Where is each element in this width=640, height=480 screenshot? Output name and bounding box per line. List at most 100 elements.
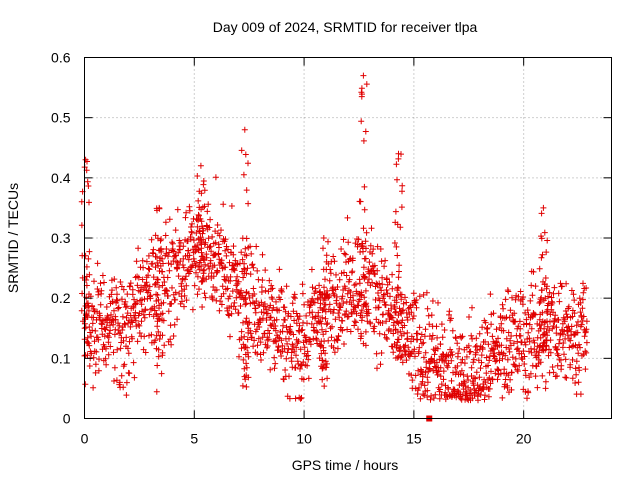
data-point [525,389,532,396]
data-point [394,221,401,228]
data-point [553,324,560,331]
data-point [580,313,587,320]
data-point [424,305,431,312]
data-point [119,327,126,333]
data-point [232,306,239,313]
data-point [322,315,329,322]
data-point [266,330,273,337]
data-point [187,236,194,243]
data-point [576,367,583,374]
data-point [125,350,132,357]
data-point [532,311,539,318]
data-point [223,252,230,259]
data-point [262,287,269,294]
data-point [398,319,405,326]
data-point [254,267,261,274]
data-point [358,333,365,340]
data-point [254,342,261,349]
data-point [434,334,441,341]
data-point [382,302,389,309]
data-point [170,248,177,255]
data-point [499,394,506,401]
data-point [273,298,279,305]
data-point [255,335,262,342]
data-point [519,301,526,308]
data-point [153,332,160,339]
data-point [419,340,425,347]
data-point [389,314,396,321]
data-point [295,338,302,345]
data-point [478,352,485,359]
data-point [260,349,267,356]
data-point [276,307,283,314]
data-point [485,341,492,348]
data-point [224,285,231,292]
data-point [198,238,205,244]
data-point [582,366,589,373]
data-point [242,296,248,303]
data-point [381,263,388,270]
data-point [404,314,411,321]
data-point [103,361,110,368]
data-point [295,316,302,323]
data-point [525,329,532,336]
data-point [207,216,214,223]
data-point [417,336,424,343]
data-point [313,335,320,342]
data-point [296,322,303,329]
data-point [246,319,253,326]
data-point [418,367,425,374]
data-point [573,322,580,329]
data-point [136,330,143,336]
data-point [483,326,490,332]
data-point [572,380,579,386]
data-point [320,235,327,241]
data-point [225,311,232,318]
data-point [499,355,506,362]
data-point [101,279,107,286]
data-point [342,251,349,258]
data-point [97,301,104,308]
data-point [485,393,492,400]
data-point [363,229,370,236]
data-point [557,280,564,287]
data-point [119,313,126,320]
data-point [305,356,312,363]
data-point [375,304,382,311]
data-point [351,318,358,325]
data-point [108,311,114,318]
data-point [539,318,546,325]
data-point [507,337,514,344]
data-point [549,300,556,306]
data-point [557,357,564,363]
y-tick-label: 0.4 [51,170,71,186]
data-point [293,352,299,359]
data-point [563,280,570,287]
data-point [404,329,411,336]
data-point [371,323,378,330]
y-tick-label: 0.6 [51,50,71,66]
data-point [360,340,367,347]
data-point [154,259,161,266]
x-tick-label: 15 [406,431,422,447]
data-point [324,287,331,294]
data-point [297,395,304,402]
data-point [127,283,133,290]
data-point [177,239,184,246]
data-point [109,287,115,294]
data-point [170,333,177,339]
data-point [90,314,97,321]
data-point [505,288,512,295]
data-point [183,209,190,216]
data-point [468,364,475,371]
data-point [437,386,443,393]
data-point [336,276,343,283]
data-point [476,330,483,337]
data-point [253,298,260,305]
data-point [239,256,246,263]
data-point [260,315,266,322]
data-point [152,253,159,260]
data-point [103,304,110,310]
data-point [486,357,493,364]
